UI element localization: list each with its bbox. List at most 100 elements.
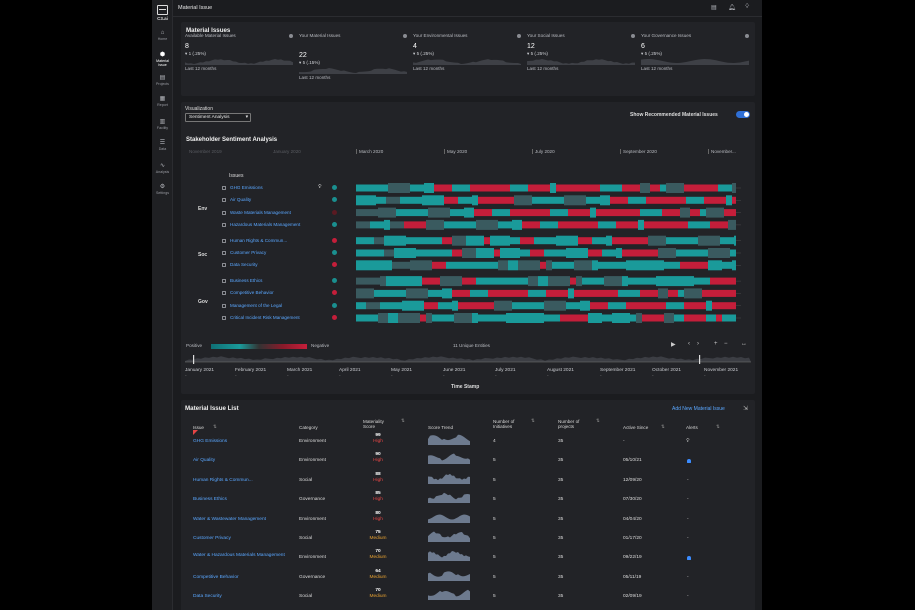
sentiment-cell[interactable] [664, 196, 686, 204]
sentiment-cell[interactable] [470, 289, 488, 297]
zoom-in-icon[interactable]: + [714, 341, 718, 347]
sentiment-cell[interactable] [702, 289, 708, 297]
sentiment-cell[interactable] [618, 289, 640, 297]
sentiment-cell[interactable] [366, 302, 380, 310]
sentiment-cell[interactable] [428, 207, 450, 218]
sentiment-cell[interactable] [528, 289, 546, 297]
sentiment-cell[interactable] [510, 248, 520, 258]
sentiment-cell[interactable] [378, 207, 396, 218]
sentiment-cell[interactable] [522, 221, 540, 229]
sentiment-cell[interactable] [438, 302, 452, 310]
sentiment-cell[interactable] [528, 209, 550, 217]
sentiment-cell[interactable] [554, 314, 560, 322]
sentiment-cell[interactable] [394, 248, 416, 258]
sort-icon[interactable]: ⇅ [531, 418, 535, 423]
zoom-out-icon[interactable]: − [724, 341, 728, 347]
sentiment-cell[interactable] [398, 313, 420, 323]
sentiment-cell[interactable] [636, 313, 642, 323]
issue-name-link[interactable]: Human Rights & Commun... [193, 477, 253, 483]
sentiment-cell[interactable] [528, 276, 538, 287]
sentiment-cell[interactable] [664, 313, 674, 323]
sentiment-cell[interactable] [388, 183, 410, 193]
sentiment-cell[interactable] [426, 219, 444, 230]
sentiment-cell[interactable] [424, 302, 438, 310]
sentiment-cell[interactable] [380, 276, 386, 287]
sentiment-cell[interactable] [356, 277, 370, 285]
issue-checkbox[interactable] [222, 210, 226, 215]
sentiment-cell[interactable] [704, 196, 726, 204]
sentiment-cell[interactable] [684, 314, 706, 322]
sentiment-cell[interactable] [734, 302, 736, 310]
sentiment-cell[interactable] [578, 184, 600, 192]
sentiment-cell[interactable] [430, 249, 452, 257]
sentiment-cell[interactable] [506, 289, 528, 297]
sentiment-cell[interactable] [452, 300, 458, 311]
sentiment-cell[interactable] [392, 289, 406, 297]
sidebar-item-home[interactable]: ⌂ Home [152, 30, 173, 41]
sentiment-cell[interactable] [356, 237, 374, 245]
sentiment-cell[interactable] [356, 249, 366, 257]
sentiment-cell[interactable] [374, 184, 388, 192]
sentiment-cell[interactable] [434, 184, 452, 192]
lightbulb-icon[interactable]: 💡︎ [745, 4, 750, 10]
sentiment-cell[interactable] [442, 237, 452, 245]
issue-link[interactable]: Data Security [230, 262, 258, 268]
sentiment-cell[interactable] [552, 261, 574, 269]
sentiment-cell[interactable] [378, 260, 392, 271]
sentiment-cell[interactable] [644, 221, 666, 229]
sentiment-cell[interactable] [610, 196, 628, 204]
sentiment-cell[interactable] [636, 249, 658, 257]
issue-link[interactable]: Human Rights & Commun... [230, 237, 288, 243]
sentiment-cell[interactable] [640, 260, 658, 271]
sentiment-cell[interactable] [446, 261, 452, 269]
sentiment-cell[interactable] [376, 196, 386, 204]
sentiment-cell[interactable] [520, 249, 530, 257]
sentiment-cell[interactable] [680, 261, 690, 269]
sentiment-cell[interactable] [574, 260, 592, 271]
issue-link[interactable]: Competitive Behavior [230, 290, 274, 296]
sentiment-cell[interactable] [454, 313, 472, 323]
sentiment-cell[interactable] [510, 184, 528, 192]
lightbulb-icon[interactable]: 💡︎ [686, 438, 690, 444]
column-header-score[interactable]: Materiality Score [363, 419, 384, 429]
sentiment-cell[interactable] [532, 196, 550, 204]
sentiment-cell[interactable] [730, 249, 736, 257]
timeline-scrubber[interactable] [185, 352, 751, 366]
info-icon[interactable] [403, 34, 407, 38]
sentiment-cell[interactable] [458, 302, 472, 310]
sentiment-cell[interactable] [384, 249, 394, 257]
sentiment-cell[interactable] [544, 300, 566, 311]
add-material-issue-link[interactable]: Add New Material Issue [672, 406, 725, 412]
sentiment-cell[interactable] [452, 261, 458, 269]
sentiment-cell[interactable] [590, 207, 596, 218]
sentiment-cell[interactable] [608, 302, 626, 310]
sentiment-cell[interactable] [414, 209, 428, 217]
sentiment-cell[interactable] [458, 261, 476, 269]
sentiment-cell[interactable] [384, 219, 390, 230]
sentiment-cell[interactable] [440, 276, 462, 287]
sentiment-cell[interactable] [476, 261, 498, 269]
sentiment-cell[interactable] [518, 260, 540, 271]
sentiment-cell[interactable] [462, 277, 476, 285]
sentiment-cell[interactable] [684, 288, 702, 299]
sentiment-cell[interactable] [374, 237, 384, 245]
sentiment-cell[interactable] [720, 277, 736, 285]
column-header-alerts[interactable]: Alerts [686, 425, 698, 430]
sentiment-cell[interactable] [630, 314, 636, 322]
sentiment-cell[interactable] [708, 260, 722, 271]
issue-link[interactable]: Critical Incident Risk Management [230, 315, 300, 320]
issue-name-link[interactable]: Customer Privacy [193, 536, 231, 541]
sentiment-cell[interactable] [586, 196, 600, 204]
sentiment-cell[interactable] [442, 288, 452, 299]
sentiment-cell[interactable] [676, 249, 694, 257]
sentiment-cell[interactable] [558, 221, 576, 229]
sentiment-cell[interactable] [452, 249, 462, 257]
sentiment-cell[interactable] [374, 289, 392, 297]
sentiment-cell[interactable] [566, 302, 580, 310]
issue-checkbox[interactable] [222, 222, 226, 227]
sentiment-cell[interactable] [408, 276, 422, 287]
sentiment-cell[interactable] [546, 289, 568, 297]
sentiment-cell[interactable] [600, 195, 610, 206]
issue-name-link[interactable]: Water & Wastewater Management [193, 516, 266, 522]
sentiment-cell[interactable] [444, 221, 462, 229]
